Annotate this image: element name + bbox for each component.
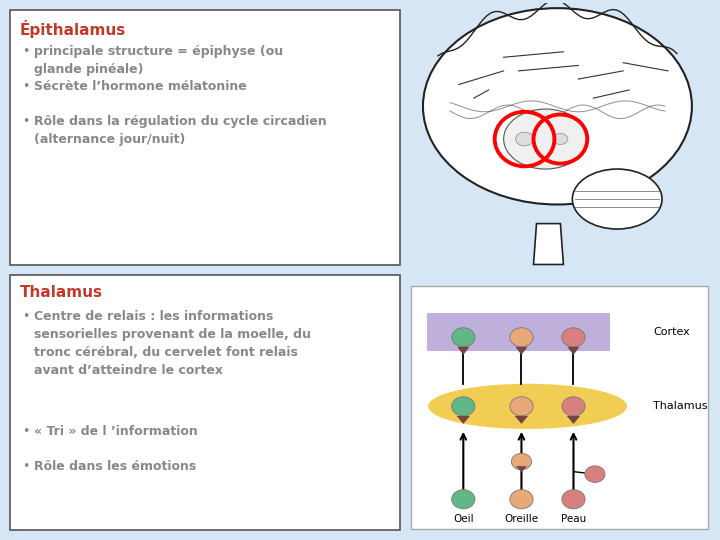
FancyBboxPatch shape	[10, 275, 400, 530]
Polygon shape	[516, 347, 528, 355]
Ellipse shape	[572, 169, 662, 229]
Text: •: •	[22, 115, 30, 128]
Ellipse shape	[553, 133, 568, 145]
Circle shape	[511, 453, 531, 470]
Circle shape	[562, 397, 585, 416]
Text: Oeil: Oeil	[453, 515, 474, 524]
Circle shape	[585, 466, 605, 482]
Ellipse shape	[503, 109, 588, 169]
Circle shape	[510, 490, 533, 509]
Text: Rôle dans la régulation du cycle circadien
(alternance jour/nuit): Rôle dans la régulation du cycle circadi…	[34, 115, 327, 146]
Text: Peau: Peau	[561, 515, 586, 524]
Polygon shape	[567, 347, 580, 355]
Polygon shape	[457, 347, 469, 355]
Text: Épithalamus: Épithalamus	[20, 20, 126, 38]
Circle shape	[451, 490, 475, 509]
Text: « Tri » de l ’information: « Tri » de l ’information	[34, 425, 198, 438]
Polygon shape	[456, 416, 470, 424]
Ellipse shape	[423, 8, 692, 205]
Text: Cortex: Cortex	[653, 327, 690, 338]
Circle shape	[562, 328, 585, 347]
Polygon shape	[515, 416, 528, 424]
Text: Thalamus: Thalamus	[653, 401, 708, 411]
Text: Thalamus: Thalamus	[20, 285, 103, 300]
Text: Sécrète l’hormone mélatonine: Sécrète l’hormone mélatonine	[34, 80, 247, 93]
Text: •: •	[22, 310, 30, 323]
Circle shape	[510, 328, 533, 347]
Text: •: •	[22, 425, 30, 438]
Bar	[426, 313, 610, 351]
Polygon shape	[567, 416, 580, 424]
Text: •: •	[22, 460, 30, 473]
Text: •: •	[22, 45, 30, 58]
Ellipse shape	[516, 132, 534, 146]
Ellipse shape	[428, 384, 627, 429]
Circle shape	[451, 397, 475, 416]
Text: Centre de relais : les informations
sensorielles provenant de la moelle, du
tron: Centre de relais : les informations sens…	[34, 310, 311, 377]
Circle shape	[562, 490, 585, 509]
Circle shape	[451, 328, 475, 347]
Text: Oreille: Oreille	[505, 515, 539, 524]
Polygon shape	[534, 224, 563, 265]
Polygon shape	[516, 466, 527, 472]
FancyBboxPatch shape	[10, 10, 400, 265]
Circle shape	[510, 397, 533, 416]
Text: principale structure = épiphyse (ou
glande pinéale): principale structure = épiphyse (ou glan…	[34, 45, 283, 76]
Text: •: •	[22, 80, 30, 93]
Text: Rôle dans les émotions: Rôle dans les émotions	[34, 460, 197, 473]
